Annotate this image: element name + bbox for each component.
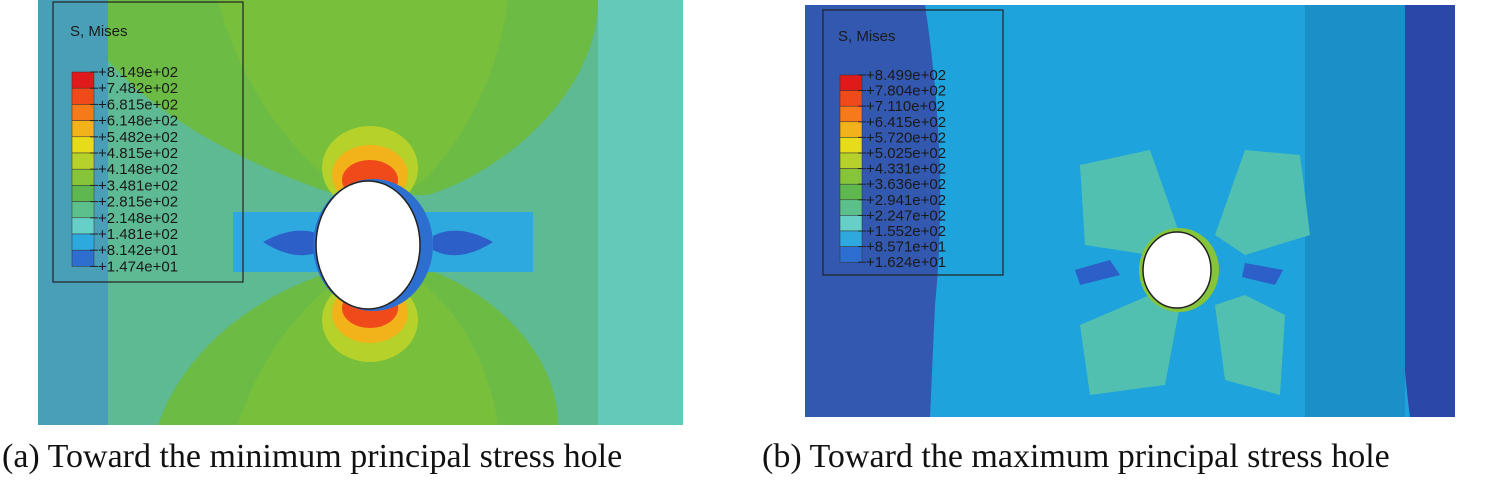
upper-green-core <box>218 0 508 185</box>
legend-swatch <box>71 120 95 138</box>
legend-swatch <box>71 201 95 219</box>
lobe-lower-right <box>1215 295 1285 395</box>
legend-value: +5.720e+02 <box>866 129 946 146</box>
legend-b-title: S, Mises <box>838 28 896 45</box>
legend-value: +5.025e+02 <box>866 145 946 162</box>
legend-value: +4.815e+02 <box>98 145 178 162</box>
legend-swatch <box>839 199 863 216</box>
legend-value: +8.499e+02 <box>866 67 946 84</box>
right-dark-wedge <box>433 230 493 256</box>
legend-value: +7.482e+02 <box>98 80 178 97</box>
right-dark-wedge <box>1242 263 1283 285</box>
legend-a-swatches <box>71 71 95 267</box>
lobe-upper-right <box>1215 150 1310 255</box>
legend-b-labels: +8.499e+02+7.804e+02+7.110e+02+6.415e+02… <box>858 67 946 271</box>
legend-swatch <box>839 105 863 123</box>
hole <box>1142 231 1212 309</box>
legend-a-frame <box>52 1 244 283</box>
legend-value: +8.149e+02 <box>98 64 178 81</box>
legend-value: +5.482e+02 <box>98 129 178 146</box>
legend-value: +7.110e+02 <box>866 98 945 115</box>
legend-swatch <box>71 185 95 202</box>
stress-contour-plot-b: S, Mises +8.499e+02+7.804e+02+7.110e+02+… <box>805 5 1455 417</box>
caption-a: (a) Toward the minimum principal stress … <box>2 438 623 475</box>
stress-contour-plot-a: S, Mises +8.149e+02+7.482e+02+6.815e+02+… <box>38 0 683 425</box>
legend-b: S, Mises +8.499e+02+7.804e+02+7.110e+02+… <box>822 9 1004 276</box>
legend-swatch <box>839 121 863 138</box>
legend-value: +6.148e+02 <box>98 113 178 130</box>
legend-swatch <box>839 246 863 263</box>
left-dark-band <box>805 5 941 417</box>
legend-value: +2.247e+02 <box>866 207 946 224</box>
right-mid-band <box>1305 5 1405 417</box>
hole <box>315 180 421 310</box>
lobe-upper-left <box>1080 150 1180 255</box>
legend-b-swatches <box>839 74 863 263</box>
caption-b: (b) Toward the maximum principal stress … <box>762 438 1390 475</box>
legend-value: +1.481e+02 <box>98 226 178 243</box>
legend-swatch <box>839 168 863 185</box>
legend-value: +4.148e+02 <box>98 161 178 178</box>
legend-value: +2.815e+02 <box>98 194 178 211</box>
legend-value: +1.624e+01 <box>866 254 946 271</box>
legend-swatch <box>839 215 863 232</box>
legend-value: +2.148e+02 <box>98 210 178 227</box>
legend-value: +4.331e+02 <box>866 161 946 178</box>
legend-swatch <box>839 137 863 154</box>
legend-swatch <box>839 90 863 107</box>
legend-value: +1.552e+02 <box>866 223 946 240</box>
legend-value: +6.415e+02 <box>866 114 946 131</box>
panel-a: S, Mises +8.149e+02 +7.482e+02 +6.815e+02 +… <box>0 0 720 486</box>
legend-value: +7.804e+02 <box>866 83 946 100</box>
legend-swatch <box>71 87 95 105</box>
legend-value: +1.474e+01 <box>98 258 178 275</box>
legend-a-title: S, Mises <box>70 23 128 40</box>
legend-a: S, Mises +8.149e+02+7.482e+02+6.815e+02+… <box>52 1 244 283</box>
right-dark-band <box>1398 5 1455 417</box>
panel-b: S, Mises +8.499e+02 +7.804e+02 +7.110e+02 +… <box>760 0 1500 486</box>
field-right-band <box>598 0 683 425</box>
lobe-lower-left <box>1080 295 1180 395</box>
legend-value: +8.142e+01 <box>98 242 178 259</box>
legend-b-frame <box>822 9 1004 276</box>
left-dark-wedge <box>1075 260 1120 285</box>
legend-value: +3.636e+02 <box>866 176 946 193</box>
legend-value: +2.941e+02 <box>866 192 946 209</box>
legend-value: +8.571e+01 <box>866 239 946 256</box>
legend-swatch <box>71 168 95 186</box>
legend-swatch <box>71 104 95 121</box>
legend-value: +6.815e+02 <box>98 96 178 113</box>
legend-swatch <box>839 74 863 91</box>
legend-swatch <box>839 183 863 201</box>
legend-a-labels: +8.149e+02+7.482e+02+6.815e+02+6.148e+02… <box>90 64 178 275</box>
legend-swatch <box>71 71 95 89</box>
legend-swatch <box>71 249 95 267</box>
legend-swatch <box>71 233 95 251</box>
legend-value: +3.481e+02 <box>98 177 178 194</box>
legend-swatch <box>71 217 95 235</box>
legend-swatch <box>839 152 863 169</box>
left-dark-wedge <box>263 230 323 256</box>
legend-swatch <box>839 230 863 247</box>
legend-swatch <box>71 136 95 154</box>
legend-swatch <box>71 152 95 170</box>
